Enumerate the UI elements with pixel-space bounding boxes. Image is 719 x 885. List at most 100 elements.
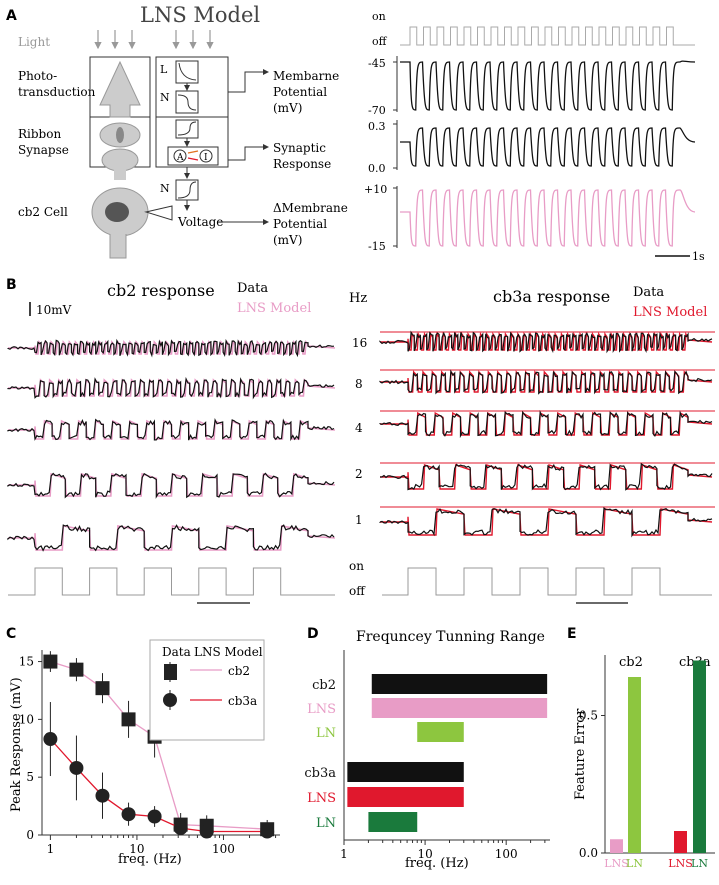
a-membrane-trace — [400, 60, 696, 111]
d-xlabel: freq. (Hz) — [405, 856, 469, 871]
e-ytick-label: 0.0 — [579, 846, 598, 860]
e-ticks: 0.0 0.5 — [579, 709, 605, 860]
d-bar-1 — [371, 698, 548, 718]
ribbon-label-2: Synapse — [18, 143, 69, 157]
c-legend-cb3a: cb3a — [228, 694, 257, 708]
c-ytick-label: 5 — [26, 770, 34, 784]
e-bar-3 — [693, 660, 706, 853]
d-category-label-3: cb3a — [304, 766, 336, 781]
tick-m-top: -45 — [368, 57, 386, 70]
panel-a: A LNS Model Light Photo- transduction Ri… — [6, 3, 705, 263]
hz-4: 4 — [355, 421, 363, 435]
e-bar-0 — [610, 839, 623, 853]
d-category-label-0: cb2 — [312, 678, 336, 693]
e-bar-2 — [674, 831, 687, 853]
d-bar-0 — [371, 674, 548, 694]
c-ylabel: Peak Response (mV) — [9, 677, 24, 812]
model-boxes: L N A I N Voltage — [155, 56, 269, 229]
c-plot-area — [43, 651, 275, 839]
delta-label-2: Potential — [273, 217, 327, 231]
e-bar-1 — [628, 677, 641, 853]
cb3a-data-trace-1hz — [379, 506, 713, 538]
c-ytick-label: 15 — [19, 655, 34, 669]
cb3a-data-trace-8hz — [379, 369, 713, 395]
cell-label: cb2 Cell — [18, 205, 68, 219]
cb3a-point — [173, 821, 188, 836]
delta-label-3: (mV) — [273, 233, 302, 247]
c-xtick-label: 10 — [129, 842, 144, 856]
a-stimulus-trace — [400, 26, 695, 46]
e-bar-label-0: LNS — [604, 857, 628, 870]
c-legend-data: Data — [162, 645, 191, 659]
d-bars: cb2 LNS LN cb3a LNS LN — [304, 674, 548, 832]
c-legend-box — [149, 639, 265, 741]
cb2-legend-model: LNS Model — [237, 301, 311, 316]
box-letter-I: I — [204, 153, 208, 163]
box-letter-L: L — [160, 63, 168, 76]
cb3a-data-trace-16hz — [379, 330, 713, 354]
membrane-label-1: Membarne — [273, 69, 339, 83]
e-group-cb2: cb2 — [619, 655, 643, 670]
e-ylabel: Feature Error — [573, 708, 588, 800]
cb2-point — [43, 654, 58, 669]
c-ytick-label: 0 — [26, 828, 34, 842]
b-stimulus-right — [382, 567, 712, 596]
cb3a-model-trace-1hz — [380, 508, 713, 536]
photo-label-2: transduction — [18, 85, 96, 99]
a-scale-label: 1s — [692, 250, 705, 263]
cb3a-point — [43, 732, 58, 747]
d-xtick-label: 1 — [340, 847, 348, 861]
cb2-legend-data: Data — [237, 281, 268, 296]
d-category-label-2: LN — [316, 726, 336, 741]
lns-title: LNS Model — [140, 3, 260, 27]
panel-e-label: E — [567, 626, 577, 642]
light-arrows — [94, 30, 214, 50]
c-legend-cb2: cb2 — [228, 664, 250, 678]
d-bar-4 — [347, 787, 464, 807]
box-letter-N2: N — [160, 182, 170, 195]
ribbon-label-1: Ribbon — [18, 127, 61, 141]
d-bar-3 — [347, 762, 464, 782]
d-category-label-1: LNS — [307, 702, 336, 717]
d-category-label-4: LNS — [307, 791, 336, 806]
a-stim-off: off — [372, 35, 388, 48]
d-category-label-5: LN — [316, 816, 336, 831]
cb3a-legend-data: Data — [633, 285, 664, 300]
cb3a-point — [69, 760, 84, 775]
panel-b: B cb2 response Data LNS Model 10mV Hz cb… — [6, 277, 715, 604]
cb2-data-trace-2hz — [7, 472, 335, 499]
photo-label-1: Photo- — [18, 69, 57, 83]
panel-b-label: B — [6, 277, 17, 293]
cell-diagram — [89, 56, 173, 259]
membrane-label-2: Potential — [273, 85, 327, 99]
hz-2: 2 — [355, 467, 363, 481]
a-stim-on: on — [372, 10, 386, 23]
box-letter-N1: N — [160, 91, 170, 104]
tick-d-bot: -15 — [368, 240, 386, 253]
c-ticks: 0 5 10 15 1 10 100 — [19, 655, 277, 856]
cb3a-point — [147, 809, 162, 824]
voltage-label: Voltage — [177, 215, 223, 229]
synaptic-label-2: Response — [273, 157, 331, 171]
cb2-data-trace-16hz — [7, 338, 335, 358]
tick-s-top: 0.3 — [368, 120, 386, 133]
panel-d: D Frequncey Tunning Range 1 10 100 cb2 LNS L… — [304, 626, 550, 871]
cb3a-point — [260, 824, 275, 839]
e-bar-label-2: LNS — [668, 857, 692, 870]
c-xlabel: freq. (Hz) — [118, 852, 182, 867]
tick-d-top: +10 — [364, 183, 387, 196]
b-scale-label: 10mV — [36, 303, 72, 317]
tick-s-bot: 0.0 — [368, 162, 386, 175]
box-letter-A: A — [176, 153, 184, 163]
d-title: Frequncey Tunning Range — [356, 629, 545, 645]
d-bar-5 — [368, 812, 418, 832]
hz-16: 16 — [352, 336, 367, 350]
panel-c: C 0 5 10 15 1 10 100 Peak Response (mV) freq. … — [6, 626, 280, 867]
cb2-data-trace-1hz — [7, 524, 335, 552]
light-label: Light — [18, 35, 50, 49]
panel-e: E Feature Error cb2 cb3a 0.00.5 LNSLNLNS… — [567, 626, 715, 870]
synaptic-label-1: Synaptic — [273, 141, 326, 155]
hz-header: Hz — [349, 291, 367, 306]
e-bar-label-3: LN — [691, 857, 708, 870]
